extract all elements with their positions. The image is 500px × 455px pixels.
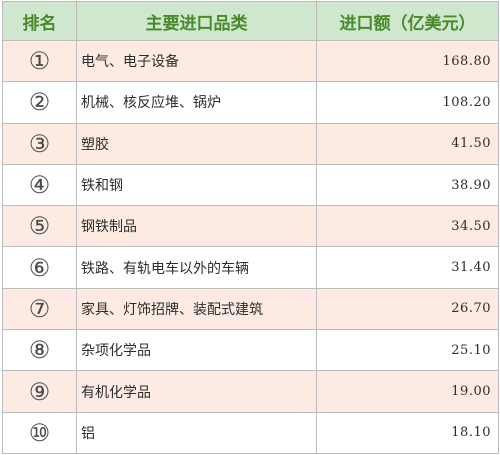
rank-cell: ⑧ bbox=[2, 329, 77, 372]
category-cell: 有机化学品 bbox=[76, 370, 317, 413]
value-cell: 168.80 bbox=[316, 39, 499, 83]
value-cell: 34.50 bbox=[316, 205, 499, 248]
value-cell: 18.10 bbox=[316, 411, 499, 454]
value-cell: 25.10 bbox=[316, 329, 499, 372]
value-cell: 38.90 bbox=[316, 163, 499, 207]
table-row: ① 电气、电子设备 168.80 bbox=[2, 39, 499, 83]
header-rank: 排名 bbox=[2, 1, 77, 41]
category-cell: 家具、灯饰招牌、装配式建筑 bbox=[76, 287, 317, 331]
table-row: ⑦ 家具、灯饰招牌、装配式建筑 26.70 bbox=[2, 287, 499, 331]
table-row: ③ 塑胶 41.50 bbox=[2, 122, 499, 165]
rank-cell: ⑤ bbox=[2, 205, 77, 248]
rank-cell: ② bbox=[2, 81, 77, 124]
category-cell: 杂项化学品 bbox=[76, 329, 317, 372]
header-import-value: 进口额（亿美元） bbox=[316, 1, 499, 41]
header-category: 主要进口品类 bbox=[76, 1, 317, 41]
table-header-row: 排名 主要进口品类 进口额（亿美元） bbox=[2, 1, 499, 41]
table-row: ⑥ 铁路、有轨电车以外的车辆 31.40 bbox=[2, 246, 499, 289]
table-row: ② 机械、核反应堆、锅炉 108.20 bbox=[2, 81, 499, 124]
table-row: ⑩ 铝 18.10 bbox=[2, 411, 499, 454]
rank-cell: ⑩ bbox=[2, 411, 77, 454]
rank-cell: ⑥ bbox=[2, 246, 77, 289]
rank-cell: ④ bbox=[2, 163, 77, 207]
table-row: ⑤ 钢铁制品 34.50 bbox=[2, 205, 499, 248]
table-row: ④ 铁和钢 38.90 bbox=[2, 163, 499, 207]
category-cell: 机械、核反应堆、锅炉 bbox=[76, 81, 317, 124]
value-cell: 31.40 bbox=[316, 246, 499, 289]
table-row: ⑧ 杂项化学品 25.10 bbox=[2, 329, 499, 372]
value-cell: 108.20 bbox=[316, 81, 499, 124]
rank-cell: ⑨ bbox=[2, 370, 77, 413]
value-cell: 26.70 bbox=[316, 287, 499, 331]
value-cell: 41.50 bbox=[316, 122, 499, 165]
rank-cell: ① bbox=[2, 39, 77, 83]
category-cell: 塑胶 bbox=[76, 122, 317, 165]
category-cell: 铁和钢 bbox=[76, 163, 317, 207]
value-cell: 19.00 bbox=[316, 370, 499, 413]
rank-cell: ③ bbox=[2, 122, 77, 165]
rank-cell: ⑦ bbox=[2, 287, 77, 331]
category-cell: 电气、电子设备 bbox=[76, 39, 317, 83]
category-cell: 铝 bbox=[76, 411, 317, 454]
category-cell: 钢铁制品 bbox=[76, 205, 317, 248]
table-row: ⑨ 有机化学品 19.00 bbox=[2, 370, 499, 413]
category-cell: 铁路、有轨电车以外的车辆 bbox=[76, 246, 317, 289]
